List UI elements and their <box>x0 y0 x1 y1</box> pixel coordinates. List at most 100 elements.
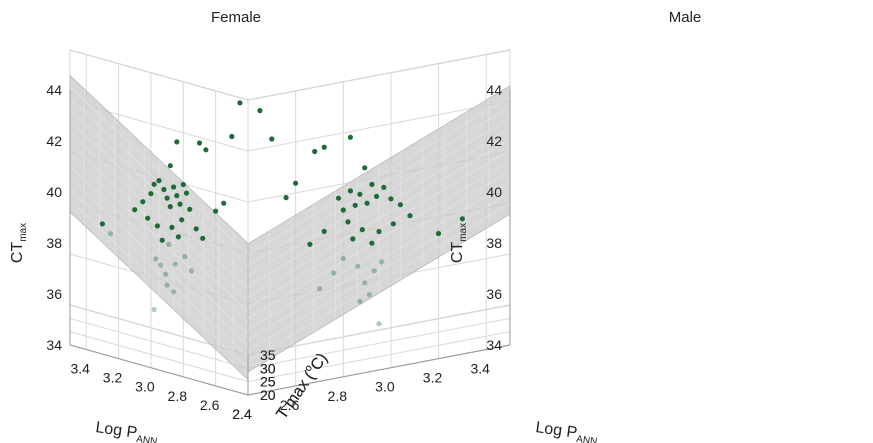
y-tick-label: 30 <box>260 360 276 376</box>
y-tick-label: 30 <box>260 360 276 376</box>
y-tick-label: 25 <box>260 374 276 390</box>
z-axis-label-sub: max <box>18 223 29 242</box>
data-point <box>237 100 243 106</box>
data-point <box>390 221 396 227</box>
z-tick-label: 38 <box>486 235 502 251</box>
data-point <box>140 199 146 205</box>
x-tick-label: 3.4 <box>70 361 90 377</box>
x-tick-label: 2.4 <box>232 406 252 422</box>
data-point <box>369 181 375 187</box>
data-point <box>203 147 209 153</box>
data-point <box>257 108 263 114</box>
z-tick-label: 40 <box>46 184 62 200</box>
z-axis-label-main: CT <box>9 242 26 264</box>
z-tick-label: 42 <box>486 133 502 149</box>
data-point <box>435 230 442 237</box>
data-point <box>164 282 170 288</box>
data-point <box>151 181 157 187</box>
data-point <box>196 140 203 146</box>
z-axis-label-main: CT <box>449 242 466 264</box>
z-gridline <box>69 49 249 101</box>
data-point <box>159 237 165 243</box>
x-tick-label: 2.4 <box>232 406 252 422</box>
data-point <box>340 207 346 213</box>
data-point <box>193 226 199 232</box>
data-point <box>321 144 327 150</box>
z-tick-label: 44 <box>486 82 502 98</box>
data-point <box>169 224 175 230</box>
z-axis-label: CTmax <box>449 223 469 263</box>
data-point <box>357 191 363 197</box>
data-point <box>171 184 177 190</box>
data-point <box>340 256 346 262</box>
data-point <box>352 202 358 208</box>
x-axis-line <box>69 344 249 396</box>
y-axis-label-unit: C) <box>308 350 332 374</box>
data-point <box>156 178 162 184</box>
x-tick-label: 3.0 <box>135 379 155 395</box>
y-tick-label: 35 <box>260 347 276 363</box>
data-point <box>307 241 313 247</box>
x-tick-label: 2.6 <box>200 397 220 413</box>
data-point <box>182 253 188 260</box>
z-axis-label: CTmax <box>9 223 29 263</box>
data-point <box>374 193 380 199</box>
z-tick-label: 34 <box>486 337 502 353</box>
chart-panel-male: Male 34 36 38 40 42 44 3.4 3.2 3.0 2.8 2.6 2.4 202530… <box>232 9 701 443</box>
data-point <box>362 280 368 286</box>
y-axis-label-sup: o <box>303 363 315 374</box>
z-tick-label: 36 <box>486 286 502 302</box>
data-point <box>407 213 413 219</box>
data-points <box>257 108 465 327</box>
data-point <box>166 241 172 247</box>
data-point <box>388 196 394 202</box>
chart-title: Female <box>211 9 261 26</box>
surface-mesh-line <box>247 106 511 266</box>
data-point <box>107 231 114 237</box>
data-point <box>221 200 227 206</box>
data-point <box>183 190 190 196</box>
data-point <box>174 139 180 145</box>
data-point <box>366 292 373 298</box>
y-tick-label: 25 <box>260 374 276 390</box>
z-gridline <box>247 49 511 101</box>
x-tick-label: 3.4 <box>470 361 490 377</box>
data-point <box>177 201 183 207</box>
data-point <box>154 223 160 229</box>
surface-mesh-line <box>247 96 511 255</box>
x-tick-label: 2.6 <box>280 397 300 413</box>
data-point <box>335 195 342 201</box>
data-point <box>179 217 185 223</box>
chart-title: Male <box>669 9 702 26</box>
surface-mesh-line <box>69 86 249 255</box>
data-point <box>164 195 170 201</box>
data-point <box>174 193 180 199</box>
data-point <box>269 136 275 142</box>
y-tick-label: 20 <box>260 387 276 403</box>
z-tick-label: 44 <box>46 82 62 98</box>
data-point <box>293 180 299 186</box>
data-point <box>213 208 219 214</box>
data-point <box>132 207 138 213</box>
z-tick-label: 34 <box>46 337 62 353</box>
data-point <box>378 259 384 265</box>
data-point <box>362 165 368 171</box>
data-point <box>316 286 323 292</box>
data-point <box>350 236 356 242</box>
x-axis-label-sub: ANN <box>135 434 157 443</box>
data-point <box>376 321 382 327</box>
x-axis-label: Log PANN <box>534 419 599 443</box>
data-point <box>312 148 318 155</box>
data-point <box>188 268 194 274</box>
data-point <box>345 219 351 225</box>
y-axis-label-sup: o <box>303 363 315 374</box>
data-point <box>167 204 173 210</box>
data-point <box>153 256 159 262</box>
data-point <box>148 191 154 197</box>
x-tick-label: 3.2 <box>103 370 123 386</box>
data-point <box>167 163 173 169</box>
data-point <box>381 184 387 190</box>
data-point <box>229 133 235 140</box>
z-tick-label: 38 <box>46 235 62 251</box>
